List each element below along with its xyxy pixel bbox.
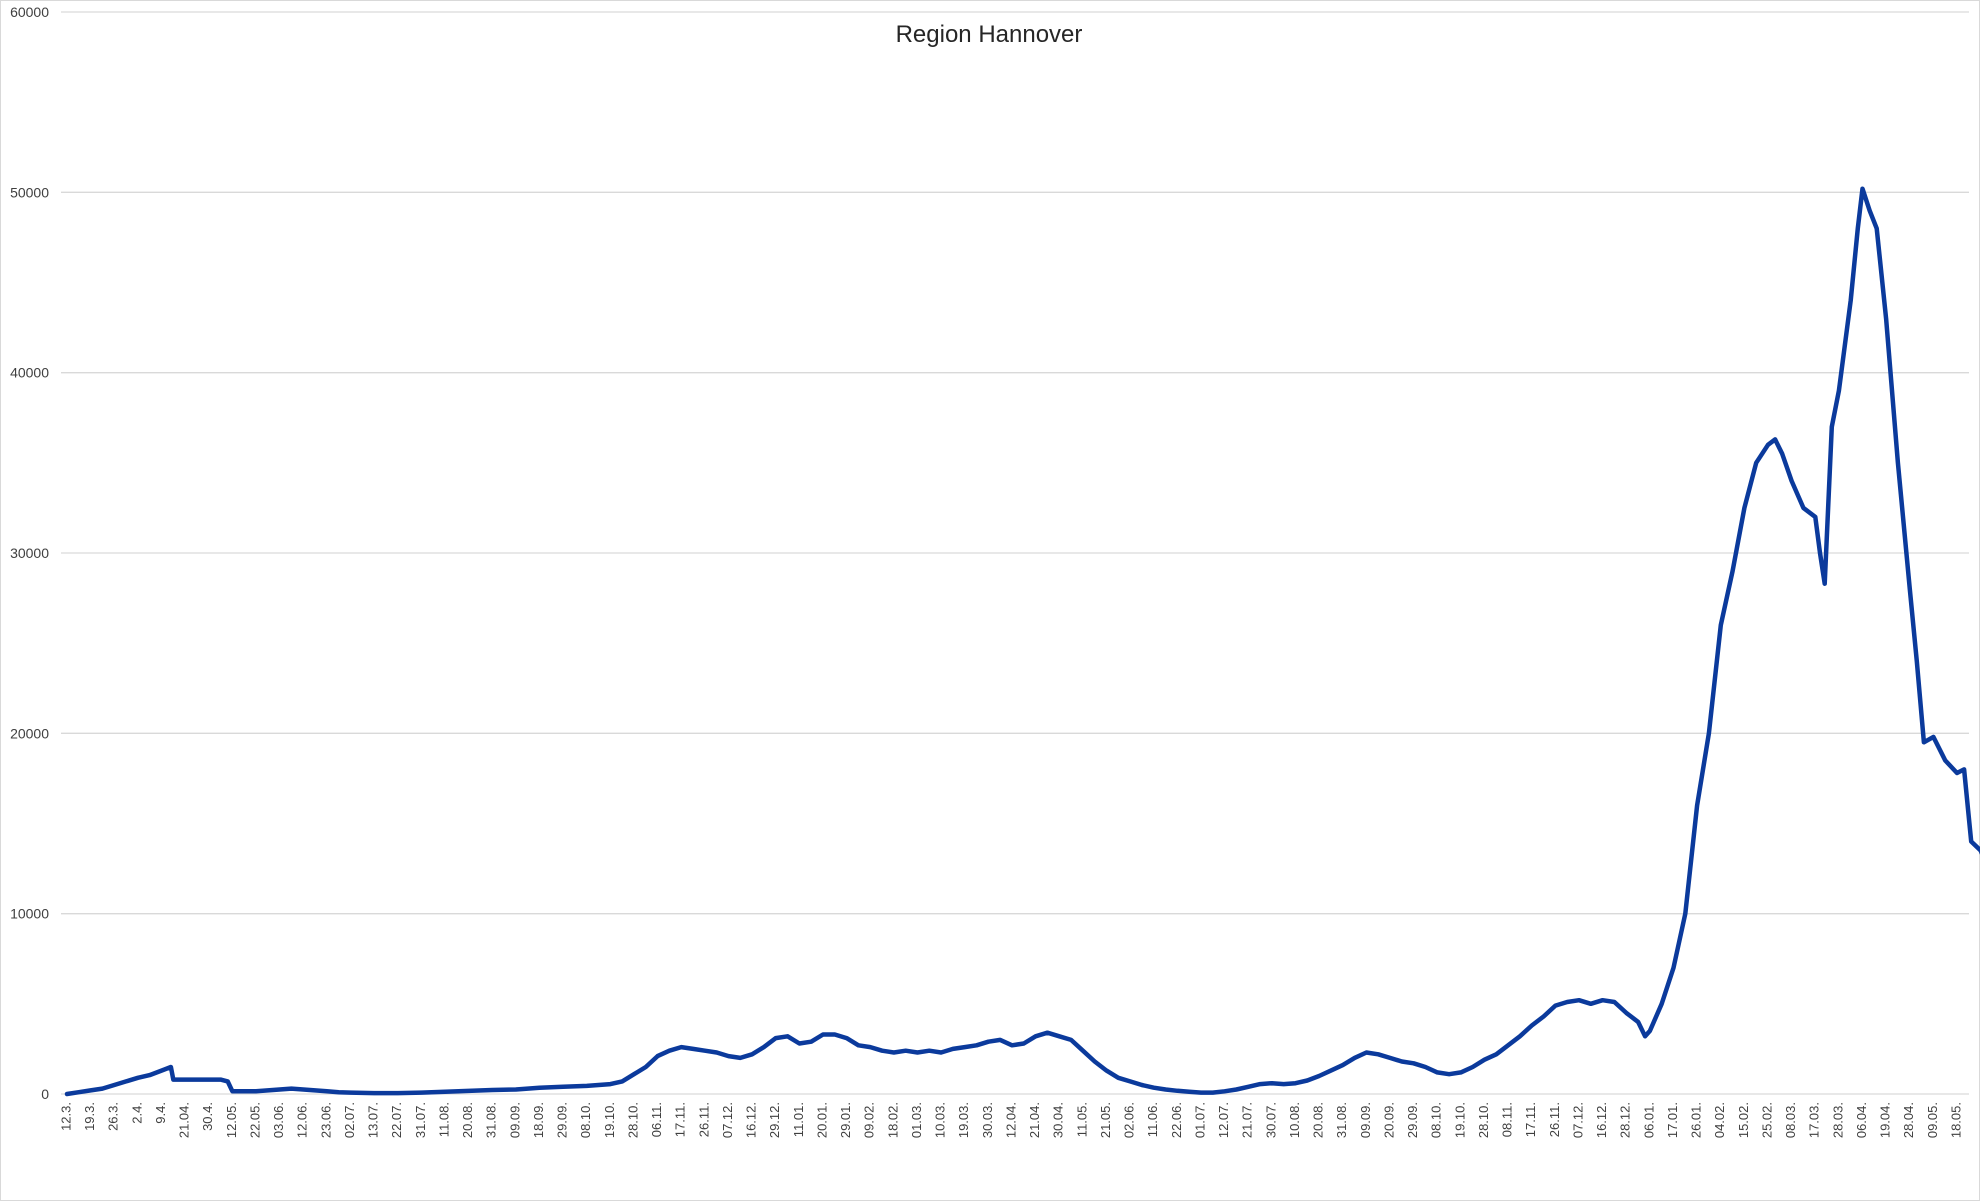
x-tick-label: 20.01. xyxy=(814,1102,829,1138)
y-axis-ticks: 0 10000 20000 30000 40000 50000 60000 xyxy=(10,4,49,1102)
x-tick-label: 29.01. xyxy=(838,1102,853,1138)
x-tick-label: 09.02. xyxy=(862,1102,877,1138)
x-tick-label: 18.09. xyxy=(531,1102,546,1138)
x-tick-label: 08.03. xyxy=(1783,1102,1798,1138)
y-tick-label: 20000 xyxy=(10,725,49,741)
x-tick-label: 02.06. xyxy=(1122,1102,1137,1138)
chart-title: Region Hannover xyxy=(896,21,1083,48)
x-tick-label: 11.08. xyxy=(436,1102,451,1137)
x-tick-label: 31.07. xyxy=(413,1102,428,1138)
x-tick-label: 21.05. xyxy=(1098,1102,1113,1138)
x-tick-label: 30.07. xyxy=(1263,1102,1278,1138)
x-tick-label: 20.08. xyxy=(460,1102,475,1138)
x-tick-label: 11.01. xyxy=(791,1102,806,1137)
y-tick-label: 0 xyxy=(41,1086,49,1102)
x-tick-label: 22.06. xyxy=(1169,1102,1184,1138)
x-tick-label: 28.12. xyxy=(1618,1102,1633,1138)
x-tick-label: 18.05. xyxy=(1948,1102,1963,1138)
x-tick-label: 12.04. xyxy=(1003,1102,1018,1138)
x-tick-label: 30.4. xyxy=(200,1102,215,1131)
y-tick-label: 60000 xyxy=(10,4,49,20)
series-line xyxy=(64,186,1980,1097)
x-tick-label: 02.07. xyxy=(342,1102,357,1138)
y-tick-label: 50000 xyxy=(10,184,49,200)
x-tick-label: 07.12. xyxy=(720,1102,735,1138)
x-tick-label: 28.03. xyxy=(1830,1102,1845,1138)
x-tick-label: 20.09. xyxy=(1381,1102,1396,1138)
y-tick-label: 40000 xyxy=(10,365,49,381)
x-tick-label: 08.10. xyxy=(1429,1102,1444,1138)
x-tick-label: 11.06. xyxy=(1145,1102,1160,1137)
x-tick-label: 17.11. xyxy=(1523,1102,1538,1137)
x-tick-label: 30.04. xyxy=(1051,1102,1066,1138)
x-tick-label: 10.08. xyxy=(1287,1102,1302,1138)
x-tick-label: 11.05. xyxy=(1074,1102,1089,1137)
x-tick-label: 19.04. xyxy=(1878,1102,1893,1138)
x-tick-label: 21.04. xyxy=(177,1102,192,1138)
x-tick-label: 26.3. xyxy=(106,1102,121,1131)
x-tick-label: 08.10. xyxy=(578,1102,593,1138)
series-layer xyxy=(64,186,1980,1097)
x-axis-ticks: 12.3. 19.3. 26.3. 2.4. 9.4. 21.04. 30.4. 12.05.… xyxy=(58,1102,1963,1138)
x-tick-label: 29.09. xyxy=(1405,1102,1420,1138)
x-tick-label: 2.4. xyxy=(129,1102,144,1124)
x-tick-label: 19.3. xyxy=(82,1102,97,1131)
y-tick-label: 30000 xyxy=(10,545,49,561)
x-tick-label: 23.06. xyxy=(318,1102,333,1138)
x-tick-label: 04.02. xyxy=(1712,1102,1727,1138)
x-tick-label: 06.11. xyxy=(649,1102,664,1137)
x-tick-label: 21.04. xyxy=(1027,1102,1042,1138)
x-tick-label: 21.07. xyxy=(1240,1102,1255,1138)
x-tick-label: 28.04. xyxy=(1901,1102,1916,1138)
x-tick-label: 18.02. xyxy=(885,1102,900,1138)
x-tick-label: 20.08. xyxy=(1311,1102,1326,1138)
x-tick-label: 16.12. xyxy=(744,1102,759,1138)
x-tick-label: 10.03. xyxy=(933,1102,948,1138)
x-tick-label: 17.11. xyxy=(673,1102,688,1137)
x-tick-label: 06.04. xyxy=(1854,1102,1869,1138)
x-tick-label: 08.11. xyxy=(1500,1102,1515,1137)
x-tick-label: 28.10. xyxy=(1476,1102,1491,1138)
x-tick-label: 31.08. xyxy=(1334,1102,1349,1138)
x-tick-label: 12.3. xyxy=(58,1102,73,1131)
y-tick-label: 10000 xyxy=(10,906,49,922)
x-tick-label: 09.09. xyxy=(507,1102,522,1138)
x-tick-label: 29.12. xyxy=(767,1102,782,1138)
x-tick-label: 15.02. xyxy=(1736,1102,1751,1138)
x-tick-label: 07.12. xyxy=(1570,1102,1585,1138)
x-tick-label: 06.01. xyxy=(1641,1102,1656,1138)
x-tick-label: 12.07. xyxy=(1216,1102,1231,1138)
x-tick-label: 26.11. xyxy=(1547,1102,1562,1137)
x-tick-label: 22.05. xyxy=(247,1102,262,1138)
x-tick-label: 12.06. xyxy=(295,1102,310,1138)
x-tick-label: 19.10. xyxy=(1452,1102,1467,1138)
x-tick-label: 19.10. xyxy=(602,1102,617,1138)
x-tick-label: 09.05. xyxy=(1925,1102,1940,1138)
x-tick-label: 31.08. xyxy=(484,1102,499,1138)
x-tick-label: 09.09. xyxy=(1358,1102,1373,1138)
x-tick-label: 17.03. xyxy=(1807,1102,1822,1138)
x-tick-label: 9.4. xyxy=(153,1102,168,1124)
x-tick-label: 26.11. xyxy=(696,1102,711,1137)
x-tick-label: 13.07. xyxy=(366,1102,381,1138)
x-tick-label: 26.01. xyxy=(1689,1102,1704,1138)
x-tick-label: 03.06. xyxy=(271,1102,286,1138)
x-tick-label: 19.03. xyxy=(956,1102,971,1138)
x-tick-label: 25.02. xyxy=(1759,1102,1774,1138)
gridlines xyxy=(61,11,1969,1095)
x-tick-label: 16.12. xyxy=(1594,1102,1609,1138)
x-tick-label: 22.07. xyxy=(389,1102,404,1138)
x-tick-label: 17.01. xyxy=(1665,1102,1680,1138)
x-tick-label: 30.03. xyxy=(980,1102,995,1138)
x-tick-label: 01.03. xyxy=(909,1102,924,1138)
x-tick-label: 01.07. xyxy=(1192,1102,1207,1138)
x-tick-label: 29.09. xyxy=(555,1102,570,1138)
x-tick-label: 28.10. xyxy=(625,1102,640,1138)
x-tick-label: 12.05. xyxy=(224,1102,239,1138)
